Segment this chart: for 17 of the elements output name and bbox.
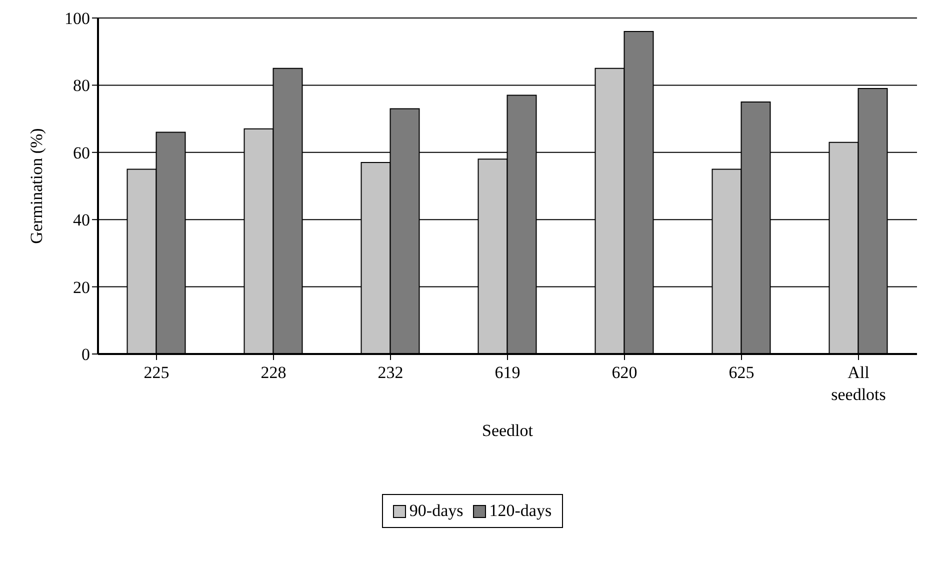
y-tick-label: 40 (73, 210, 90, 230)
y-axis-title: Germination (%) (27, 128, 46, 244)
x-tick-label: All seedlots (831, 363, 886, 404)
y-tick-label: 60 (73, 143, 90, 162)
x-tick-label: 228 (260, 363, 286, 382)
x-tick-label: 620 (612, 363, 638, 382)
x-tick-label: 619 (494, 363, 520, 382)
y-tick-label: 100 (64, 9, 90, 28)
x-tick-label: 232 (378, 363, 404, 382)
y-tick-label: 20 (73, 278, 90, 297)
x-tick-label: 225 (144, 363, 170, 382)
legend-label: 90-days (409, 501, 464, 521)
x-tick-label: 625 (728, 363, 754, 382)
legend-label: 120-days (489, 501, 552, 521)
x-axis-title: Seedlot (482, 421, 534, 440)
y-tick-label: 80 (73, 76, 90, 96)
y-tick-label: 0 (82, 345, 90, 364)
